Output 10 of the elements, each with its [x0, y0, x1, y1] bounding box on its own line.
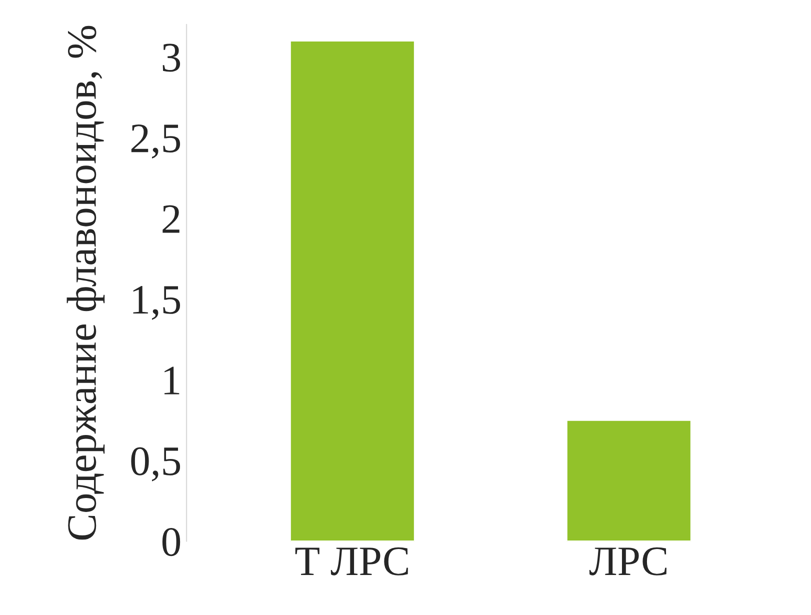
y-tick-label: 2,5	[131, 124, 180, 158]
x-tick-label: ЛРС	[589, 547, 666, 576]
y-tick-label: 3	[162, 44, 180, 72]
x-tick-label: Т ЛРС	[295, 547, 408, 576]
y-tick-label: 2	[162, 205, 180, 233]
y-axis-title: Содержание флавоноидов, %	[66, 26, 105, 540]
y-tick-label: 1	[164, 366, 180, 394]
y-tick-label: 0,5	[131, 447, 180, 482]
y-tick-label: 1,5	[133, 286, 180, 320]
y-tick-label: 0	[162, 528, 180, 556]
